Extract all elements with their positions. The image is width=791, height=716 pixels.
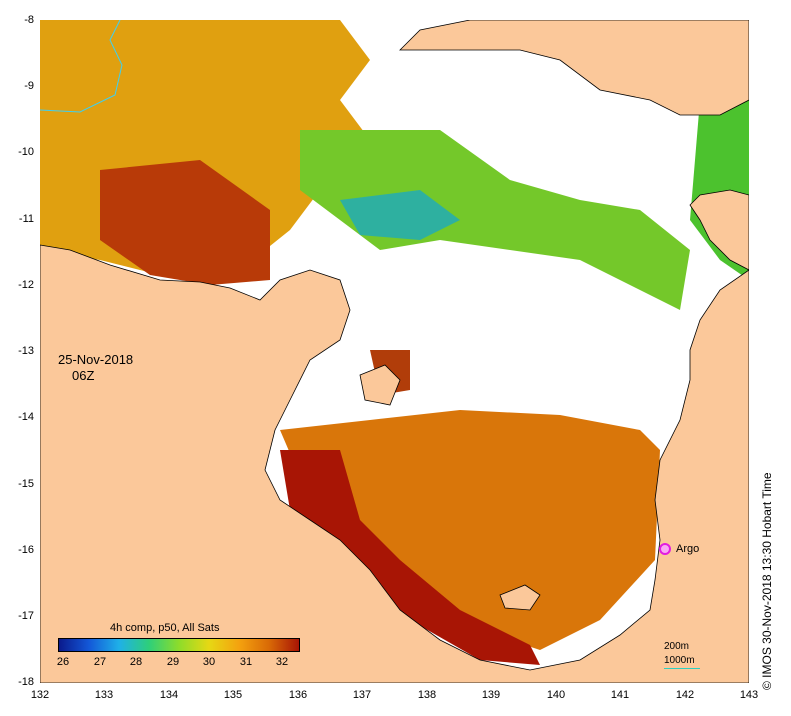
map-canvas — [40, 20, 749, 683]
colorbar-tick: 28 — [129, 656, 143, 668]
contour-legend-line — [664, 668, 700, 669]
lon-tick-label: 142 — [675, 689, 695, 701]
colorbar-tick: 30 — [202, 656, 216, 668]
land-cape-york — [689, 189, 749, 271]
contour-200m-label: 200m — [664, 641, 690, 652]
colorbar-tick: 32 — [275, 656, 289, 668]
land-groote-island — [359, 364, 401, 406]
argo-label: Argo — [676, 543, 700, 555]
lon-tick-label: 137 — [352, 689, 372, 701]
lon-tick-label: 133 — [94, 689, 114, 701]
lon-tick-label: 140 — [546, 689, 566, 701]
land-arnhem-land — [40, 244, 749, 683]
lon-tick-label: 134 — [159, 689, 179, 701]
lon-tick-label: 141 — [610, 689, 630, 701]
sst-cyan-patch — [340, 190, 460, 240]
lat-tick-label: -11 — [18, 213, 34, 225]
lat-tick-label: -18 — [18, 676, 34, 688]
lon-tick-label: 139 — [481, 689, 501, 701]
colorbar — [58, 638, 300, 652]
river-line — [40, 20, 123, 113]
credit-text: © IMOS 30-Nov-2018 13:30 Hobart Time — [760, 472, 774, 690]
colorbar-tick: 26 — [56, 656, 70, 668]
sst-hot-southwest — [280, 450, 540, 665]
sst-green-central — [300, 130, 690, 310]
colorbar-title: 4h comp, p50, All Sats — [110, 622, 220, 634]
lat-tick-label: -12 — [18, 279, 34, 291]
sst-south-gulf — [280, 410, 660, 650]
colorbar-tick: 31 — [239, 656, 253, 668]
image-time: 06Z — [72, 368, 95, 383]
lat-tick-label: -8 — [24, 14, 34, 26]
lat-tick-label: -10 — [18, 146, 34, 158]
argo-float-icon[interactable] — [659, 543, 671, 555]
lat-tick-label: -17 — [18, 610, 34, 622]
land-new-guinea — [399, 20, 749, 116]
land-mornington-island — [499, 584, 541, 611]
colorbar-tick: 27 — [93, 656, 107, 668]
lon-tick-label: 135 — [223, 689, 243, 701]
lat-tick-label: -15 — [18, 478, 34, 490]
lat-tick-label: -16 — [18, 544, 34, 556]
contour-1000m-label: 1000m — [664, 655, 695, 666]
lat-tick-label: -13 — [18, 345, 34, 357]
lat-tick-label: -9 — [24, 80, 34, 92]
map-panel — [40, 20, 749, 683]
image-date: 25-Nov-2018 — [58, 352, 134, 367]
colorbar-tick: 29 — [166, 656, 180, 668]
lon-tick-label: 143 — [739, 689, 759, 701]
lon-tick-label: 138 — [417, 689, 437, 701]
lon-tick-label: 136 — [288, 689, 308, 701]
sst-hot-west — [100, 160, 270, 285]
lat-tick-label: -14 — [18, 411, 34, 423]
lon-tick-label: 132 — [30, 689, 50, 701]
